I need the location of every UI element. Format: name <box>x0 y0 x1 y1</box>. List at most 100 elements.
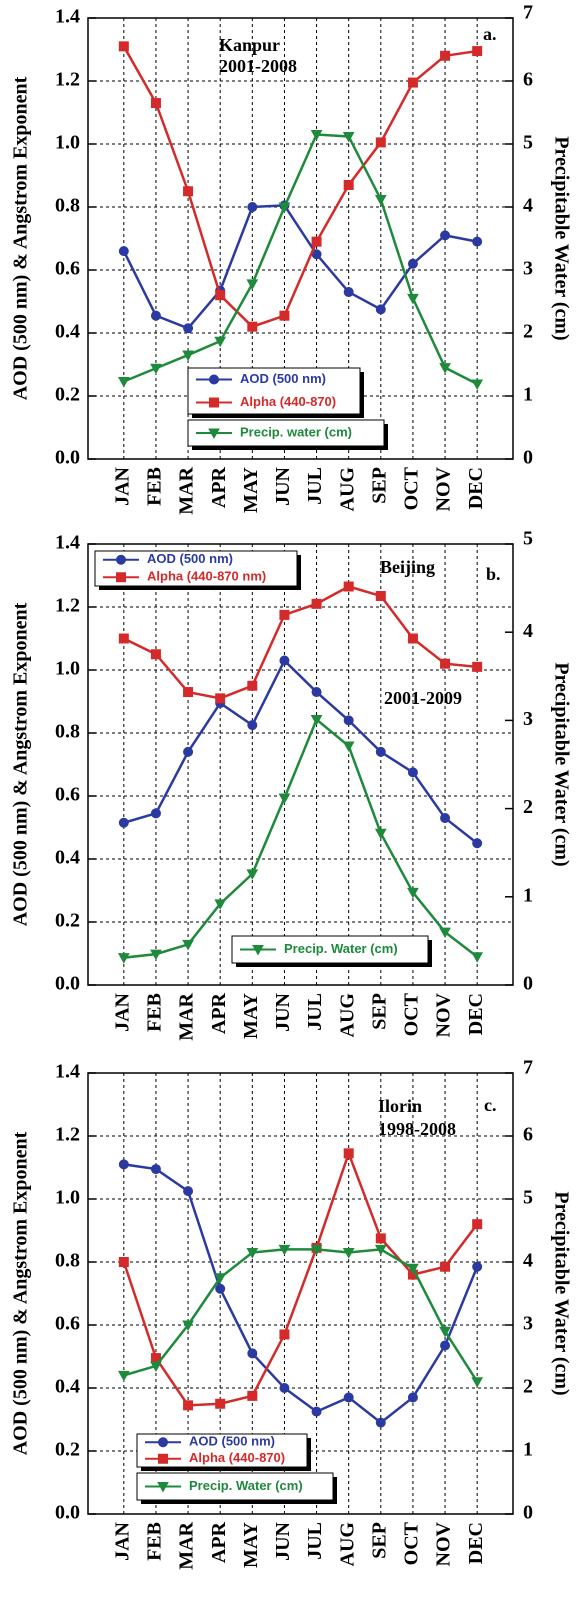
x-tick-label: SEP <box>368 993 390 1030</box>
data-point <box>150 310 161 321</box>
y2-tick-label: 6 <box>523 69 533 91</box>
y2-tick-label: 1 <box>523 384 533 406</box>
series-line <box>122 45 478 329</box>
x-tick-label: APR <box>208 466 230 508</box>
y2-tick-label: 4 <box>523 620 533 642</box>
data-point <box>214 336 227 348</box>
legend-label: Precip. water (cm) <box>240 424 352 439</box>
series-line <box>123 1248 479 1383</box>
data-point <box>407 887 419 899</box>
x-tick-label: OCT <box>401 1521 423 1565</box>
y-tick-label: 0.8 <box>55 721 80 743</box>
legend-label: AOD (500 nm) <box>147 551 233 566</box>
y2-tick-label: 5 <box>523 1187 533 1209</box>
data-point <box>343 179 354 190</box>
data-point <box>375 590 386 601</box>
y-tick-label: 0.0 <box>55 1502 80 1524</box>
y-tick-label: 0.6 <box>55 258 80 280</box>
data-point <box>279 655 290 666</box>
panel: 0.0 0.2 0.4 0.6 0.8 1.0 1.2 1.4 0 1 2 3 4 5 6 7 JAN FEB MA… <box>10 1057 573 1570</box>
data-point <box>247 720 258 731</box>
data-point <box>182 1320 194 1332</box>
data-point <box>117 953 130 964</box>
y2-tick-label: 7 <box>523 2 533 24</box>
data-point <box>439 1326 451 1338</box>
y-axis-title: AOD (500 nm) & Angstrom Exponent <box>10 602 32 926</box>
x-tick-label: OCT <box>401 992 423 1036</box>
x-tick-label: FEB <box>144 1522 166 1561</box>
data-point <box>183 1400 194 1411</box>
y-tick-label: 1.0 <box>55 1187 80 1209</box>
data-point <box>150 1361 162 1372</box>
x-tick-label: AUG <box>336 993 358 1038</box>
data-point <box>343 581 354 592</box>
data-point <box>311 598 322 609</box>
data-point <box>182 939 194 951</box>
data-point <box>150 363 162 375</box>
legend-marker <box>158 1453 168 1464</box>
data-point <box>215 290 226 301</box>
data-point <box>311 1406 322 1417</box>
data-point <box>471 1377 484 1388</box>
data-point <box>440 813 451 824</box>
annotation: 2001-2008 <box>219 56 297 76</box>
data-point <box>343 1148 354 1159</box>
annotation: Ilorin <box>378 1096 422 1116</box>
x-tick-label: JUL <box>304 1522 326 1560</box>
data-point <box>471 379 484 391</box>
data-point <box>472 46 483 57</box>
series-line <box>123 1163 479 1425</box>
data-point <box>215 1283 226 1294</box>
data-point <box>279 609 290 620</box>
data-point <box>343 1392 354 1403</box>
data-point <box>342 1248 355 1259</box>
legend-box <box>94 550 298 587</box>
data-point <box>118 1257 129 1267</box>
data-point <box>118 246 129 257</box>
data-point <box>183 1186 194 1197</box>
data-point <box>279 1383 290 1393</box>
panel: 0.0 0.2 0.4 0.6 0.8 1.0 1.2 1.4 0 1 2 3 4 5 6 7 JAN FEB MA… <box>10 2 573 515</box>
y-tick-label: 0.2 <box>55 1439 80 1461</box>
x-tick-label: AUG <box>336 1522 358 1567</box>
data-point <box>407 77 418 88</box>
data-point <box>182 350 194 362</box>
data-point <box>343 715 354 726</box>
x-tick-label: FEB <box>144 993 166 1032</box>
annotation: c. <box>484 1095 497 1115</box>
data-point <box>407 1263 419 1275</box>
legend-label: AOD (500 nm) <box>189 1434 275 1449</box>
y2-tick-label: 5 <box>523 132 533 154</box>
annotation: Beijing <box>380 557 435 577</box>
data-point <box>183 323 194 334</box>
y-tick-label: 1.4 <box>55 1061 80 1083</box>
x-tick-label: OCT <box>401 466 423 510</box>
annotation: 2001-2009 <box>384 688 462 708</box>
x-tick-label: DEC <box>465 993 487 1035</box>
data-point <box>150 98 161 109</box>
x-tick-label: JAN <box>111 1521 133 1560</box>
data-point <box>440 1340 451 1351</box>
data-point <box>215 1398 226 1409</box>
y2-tick-label: 0 <box>523 447 533 469</box>
data-point <box>117 377 130 388</box>
data-point <box>472 661 483 672</box>
y2-tick-label: 0 <box>523 973 533 995</box>
series-line <box>123 717 478 959</box>
data-point <box>214 899 227 910</box>
y2-tick-label: 2 <box>523 1376 533 1398</box>
data-point <box>407 767 418 778</box>
data-point <box>183 687 194 698</box>
data-point <box>150 808 161 819</box>
x-tick-label: APR <box>208 1521 230 1563</box>
plot-frame <box>87 17 514 460</box>
data-point <box>472 838 483 849</box>
x-tick-label: NOV <box>433 992 455 1037</box>
data-point <box>278 793 291 805</box>
y-tick-label: 1.2 <box>55 1124 80 1146</box>
y-tick-label: 0.6 <box>55 784 80 806</box>
y-tick-label: 0.6 <box>55 1313 80 1335</box>
data-point <box>246 869 259 880</box>
y2-tick-label: 3 <box>523 1313 533 1335</box>
y-tick-label: 1.0 <box>55 132 80 154</box>
